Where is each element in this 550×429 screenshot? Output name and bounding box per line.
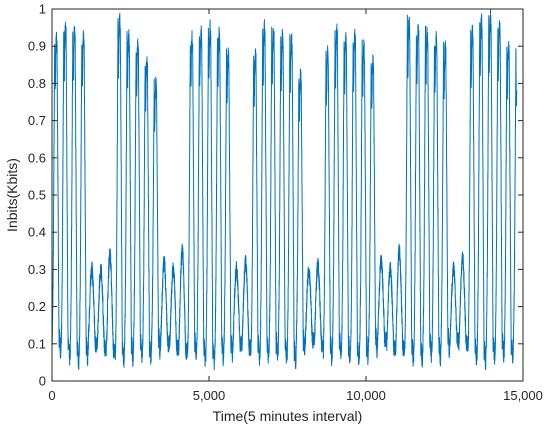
y-tick-label: 0.9 <box>28 39 46 54</box>
y-tick-label: 0.1 <box>28 336 46 351</box>
x-tick-label: 10,000 <box>346 388 386 403</box>
plot-area <box>51 9 518 371</box>
y-tick-label: 0.6 <box>28 150 46 165</box>
y-tick-label: 0.8 <box>28 76 46 91</box>
y-tick-label: 0.2 <box>28 299 46 314</box>
y-tick-label: 1 <box>39 2 46 17</box>
x-tick-label: 0 <box>48 388 55 403</box>
x-axis-label: Time(5 minutes interval) <box>213 408 363 424</box>
axis-ticks: 0 0.1 0.2 0.3 0.4 0.5 0.6 0.7 0.8 0.9 1 0 5,000 10,00… <box>28 2 543 404</box>
y-tick-label: 0.5 <box>28 188 46 203</box>
x-tick-label: 5,000 <box>193 388 226 403</box>
x-tick-label: 15,000 <box>503 388 543 403</box>
y-axis-label: Inbits(Kbits) <box>4 158 20 232</box>
series-line <box>51 9 518 371</box>
y-tick-label: 0.3 <box>28 262 46 277</box>
y-tick-label: 0.7 <box>28 113 46 128</box>
y-tick-label: 0.4 <box>28 225 46 240</box>
y-tick-label: 0 <box>39 374 46 389</box>
